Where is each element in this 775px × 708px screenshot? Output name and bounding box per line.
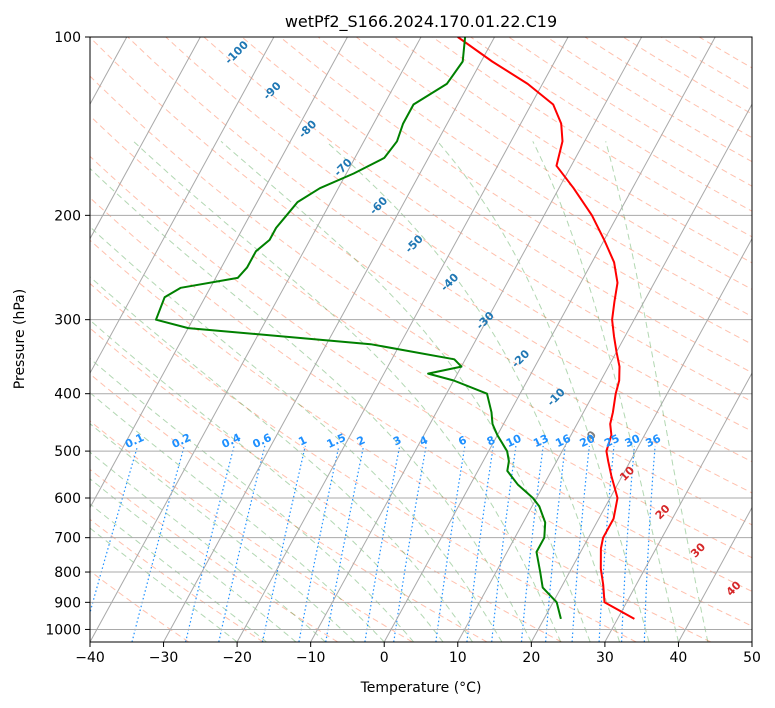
mixing-ratio-label: 30	[623, 432, 643, 450]
dry-adiabat-line	[90, 570, 189, 642]
isotherm-line	[383, 37, 716, 642]
dry-adiabat-line	[90, 468, 339, 642]
isotherm-line	[604, 372, 752, 642]
isotherm-line	[90, 37, 275, 375]
x-tick-label: 20	[522, 650, 540, 666]
temperature-line	[457, 37, 635, 620]
mixing-ratio-line	[598, 445, 615, 642]
y-tick-label: 1000	[45, 622, 81, 638]
mixing-ratio-line	[545, 445, 566, 642]
x-tick-label: −30	[149, 650, 179, 666]
x-tick-label: −40	[75, 650, 105, 666]
mixing-ratio-label: 25	[602, 432, 621, 450]
mixing-ratio-line	[131, 445, 185, 642]
y-tick-label: 600	[54, 491, 81, 507]
mixing-ratio-line	[218, 445, 266, 642]
x-tick-label: 40	[670, 650, 688, 666]
y-tick-label: 200	[54, 208, 81, 224]
y-tick-label: 900	[54, 595, 81, 611]
mixing-ratio-line	[298, 445, 340, 642]
isotherm-line	[530, 237, 752, 642]
dry-adiabat-line	[90, 239, 712, 642]
plot-frame	[89, 36, 753, 643]
mixing-ratio-line	[520, 445, 544, 642]
mixing-ratio-line	[261, 445, 306, 642]
dry-adiabat-line	[241, 37, 752, 374]
dry-adiabat-line	[165, 37, 752, 432]
x-tick-label: 30	[596, 650, 614, 666]
isotherm-line	[90, 37, 201, 240]
isotherm-line	[163, 37, 495, 642]
dry-adiabat-line	[90, 155, 752, 592]
x-tick-label: 50	[743, 650, 761, 666]
dry-adiabat-line	[90, 197, 752, 627]
dry-adiabat-line	[90, 75, 752, 526]
y-tick-label: 100	[54, 30, 81, 46]
mixing-ratio-line	[621, 445, 635, 642]
isotherm-line	[310, 37, 643, 642]
y-tick-label: 400	[54, 387, 81, 403]
axis-ticks: −40 −30 −20 −10 0 10 20 30 40 50 1000 900 800 700 600 5…	[45, 30, 761, 666]
y-tick-label: 300	[54, 313, 81, 329]
isotherm-line	[236, 37, 569, 642]
mixing-ratio-line	[185, 445, 235, 642]
dry-adiabat-line	[203, 37, 752, 403]
mixing-ratio-line	[325, 445, 365, 642]
mixing-ratio-line	[643, 445, 656, 642]
x-tick-label: −10	[296, 650, 326, 666]
mixing-ratio-label: 10	[504, 432, 524, 450]
mixing-ratio-line	[491, 445, 517, 642]
x-tick-label: −20	[222, 650, 252, 666]
mixing-ratio-label: 13	[531, 432, 550, 450]
y-axis-title: Pressure (hPa)	[12, 289, 28, 389]
x-tick-label: 10	[449, 650, 467, 666]
isotherm-line	[678, 506, 752, 642]
dry-adiabat-line	[90, 518, 264, 642]
isotherm-line	[90, 37, 348, 509]
mixing-ratio-line	[466, 445, 494, 642]
dry-adiabat-line	[90, 373, 488, 642]
dry-adiabat-line	[90, 282, 637, 642]
x-axis-title: Temperature (°C)	[360, 680, 482, 696]
plot-area	[90, 37, 752, 642]
mixing-ratio-label: 16	[553, 432, 573, 450]
mixing-ratio-label: 36	[643, 432, 663, 450]
y-tick-label: 700	[54, 531, 81, 547]
mixing-ratio-line	[571, 445, 590, 642]
y-tick-label: 500	[54, 444, 81, 460]
y-tick-label: 800	[54, 565, 81, 581]
x-tick-label: 0	[380, 650, 389, 666]
dry-adiabat-line	[90, 327, 562, 642]
isotherm-line	[457, 103, 752, 642]
dry-adiabat-line	[355, 37, 752, 290]
mixing-ratio-label: 20	[578, 432, 598, 450]
mixing-ratio-line	[90, 445, 139, 615]
mixing-ratio-line	[435, 445, 466, 642]
mixing-ratio-line	[364, 445, 401, 642]
dewpoint-line	[155, 37, 562, 620]
isotherm-line	[90, 37, 422, 642]
chart-title: wetPf2_S166.2024.170.01.22.C19	[285, 12, 557, 32]
